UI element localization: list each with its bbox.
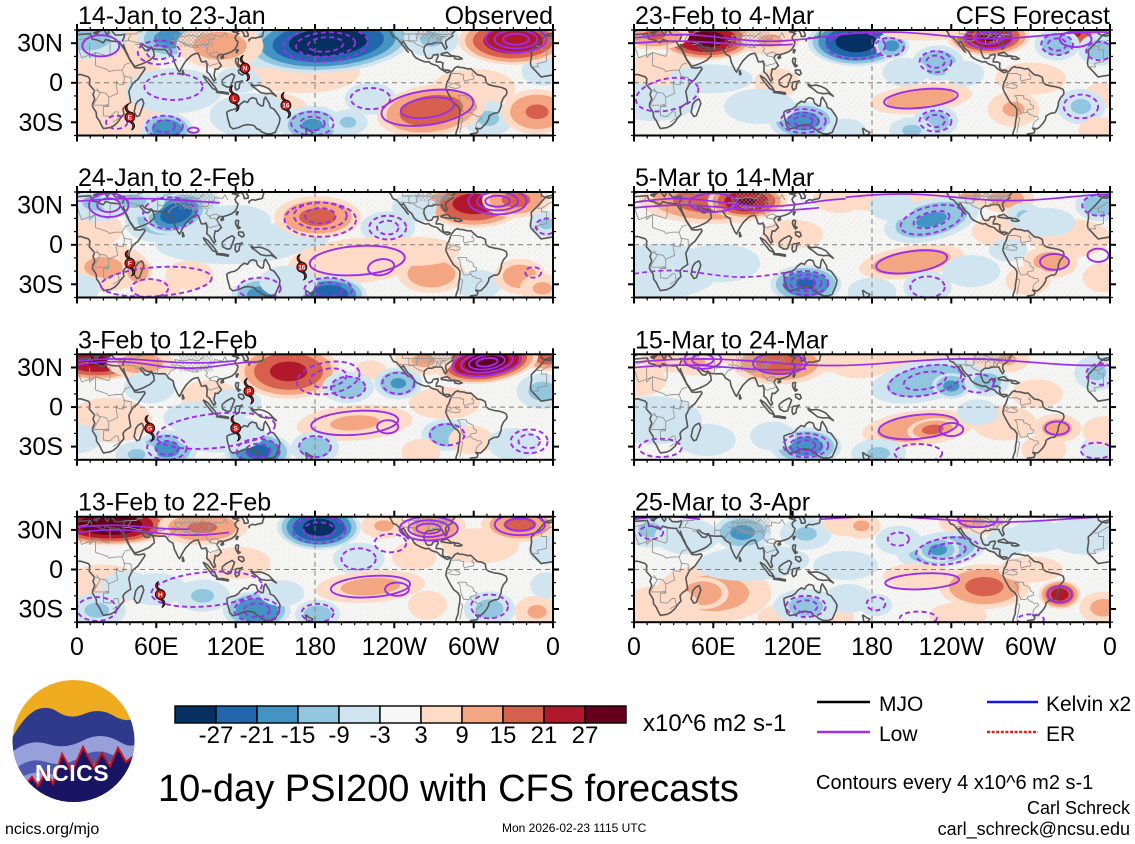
- svg-text:120E: 120E: [764, 633, 822, 661]
- svg-text:25-Mar to 3-Apr: 25-Mar to 3-Apr: [635, 489, 810, 517]
- svg-text:30N: 30N: [17, 30, 63, 58]
- svg-text:3: 3: [414, 722, 427, 749]
- svg-text:P: P: [247, 389, 252, 396]
- svg-text:-15: -15: [281, 722, 316, 749]
- svg-text:27: 27: [572, 722, 599, 749]
- svg-text:30S: 30S: [19, 433, 63, 461]
- svg-text:0: 0: [49, 69, 63, 97]
- svg-text:60W: 60W: [448, 633, 500, 661]
- svg-text:NCICS: NCICS: [35, 760, 109, 786]
- svg-text:Low: Low: [879, 723, 918, 746]
- svg-text:0: 0: [546, 633, 560, 661]
- svg-text:24-Jan to 2-Feb: 24-Jan to 2-Feb: [78, 164, 255, 192]
- svg-text:Mon 2026-02-23 1115 UTC: Mon 2026-02-23 1115 UTC: [502, 821, 647, 835]
- svg-text:30S: 30S: [19, 596, 63, 624]
- svg-text:120E: 120E: [207, 633, 265, 661]
- svg-text:Observed: Observed: [445, 2, 553, 30]
- svg-text:120W: 120W: [919, 633, 985, 661]
- svg-text:9: 9: [455, 722, 468, 749]
- svg-text:ncics.org/mjo: ncics.org/mjo: [5, 821, 99, 838]
- svg-text:30N: 30N: [17, 192, 63, 220]
- svg-text:30N: 30N: [17, 354, 63, 382]
- svg-text:15-Mar to 24-Mar: 15-Mar to 24-Mar: [635, 326, 828, 354]
- svg-text:10-day PSI200 with CFS forecas: 10-day PSI200 with CFS forecasts: [158, 768, 739, 810]
- svg-text:15: 15: [490, 722, 517, 749]
- svg-text:CFS Forecast: CFS Forecast: [956, 2, 1110, 30]
- svg-text:23-Feb to 4-Mar: 23-Feb to 4-Mar: [635, 2, 814, 30]
- svg-text:21: 21: [531, 722, 558, 749]
- svg-text:F: F: [128, 261, 132, 268]
- svg-text:0: 0: [627, 633, 641, 661]
- svg-text:16: 16: [282, 103, 290, 110]
- svg-text:-9: -9: [328, 722, 349, 749]
- svg-text:3-Feb to 12-Feb: 3-Feb to 12-Feb: [78, 326, 257, 354]
- svg-text:60E: 60E: [134, 633, 178, 661]
- svg-text:0: 0: [49, 231, 63, 259]
- svg-text:0: 0: [49, 556, 63, 584]
- svg-text:G: G: [147, 426, 152, 433]
- svg-text:30S: 30S: [19, 271, 63, 299]
- svg-text:S: S: [234, 426, 239, 433]
- svg-text:180: 180: [851, 633, 893, 661]
- svg-text:MJO: MJO: [879, 693, 923, 716]
- svg-text:Kelvin x2: Kelvin x2: [1046, 693, 1131, 716]
- svg-text:carl_schreck@ncsu.edu: carl_schreck@ncsu.edu: [938, 819, 1130, 840]
- svg-text:0: 0: [1103, 633, 1117, 661]
- svg-text:x10^6 m2 s-1: x10^6 m2 s-1: [643, 710, 786, 737]
- svg-text:120W: 120W: [362, 633, 428, 661]
- svg-text:30N: 30N: [17, 516, 63, 544]
- svg-text:0: 0: [70, 633, 84, 661]
- svg-text:0: 0: [49, 394, 63, 422]
- svg-text:Carl Schreck: Carl Schreck: [1027, 798, 1131, 818]
- svg-text:180: 180: [294, 633, 336, 661]
- svg-text:N: N: [243, 66, 248, 73]
- svg-text:14-Jan to 23-Jan: 14-Jan to 23-Jan: [78, 2, 266, 30]
- svg-text:60E: 60E: [691, 633, 735, 661]
- svg-text:H: H: [158, 592, 163, 599]
- svg-text:-27: -27: [199, 722, 234, 749]
- svg-text:60W: 60W: [1005, 633, 1057, 661]
- svg-text:E: E: [128, 114, 133, 121]
- svg-text:30S: 30S: [19, 109, 63, 137]
- svg-text:-3: -3: [369, 722, 390, 749]
- svg-text:16: 16: [298, 265, 306, 272]
- svg-text:5-Mar to 14-Mar: 5-Mar to 14-Mar: [635, 164, 814, 192]
- svg-text:Contours every 4 x10^6 m2 s-1: Contours every 4 x10^6 m2 s-1: [816, 772, 1093, 794]
- svg-text:L: L: [232, 96, 236, 103]
- svg-text:-21: -21: [240, 722, 275, 749]
- svg-text:13-Feb to 22-Feb: 13-Feb to 22-Feb: [78, 489, 271, 517]
- svg-text:ER: ER: [1046, 723, 1075, 746]
